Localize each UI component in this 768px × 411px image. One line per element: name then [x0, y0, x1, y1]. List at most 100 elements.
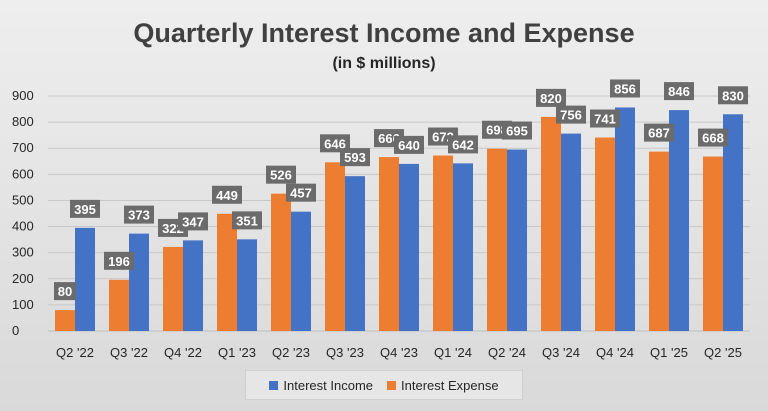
data-label-bg-interest-income: [232, 211, 262, 230]
bar-interest-income: [723, 114, 743, 332]
bar-interest-expense: [379, 157, 399, 331]
data-label-interest-income: 457: [290, 186, 312, 201]
y-tick-label: 500: [12, 192, 34, 207]
data-label-interest-expense: 687: [648, 126, 670, 141]
bar-interest-expense: [649, 151, 669, 331]
y-tick-label: 600: [12, 166, 34, 181]
legend-item-interest-expense: Interest Expense: [387, 378, 499, 393]
data-label-interest-expense: 646: [324, 136, 346, 151]
data-label-interest-expense: 668: [702, 131, 724, 146]
data-label-interest-expense: 449: [216, 188, 238, 203]
data-label-bg-interest-expense: [54, 282, 76, 301]
data-label-bg-interest-income: [610, 79, 640, 98]
data-label-interest-income: 642: [452, 137, 474, 152]
bar-interest-expense: [487, 148, 507, 331]
legend-item-interest-income: Interest Income: [269, 378, 373, 393]
data-label-interest-expense: 526: [270, 168, 292, 183]
data-label-interest-income: 830: [722, 88, 744, 103]
bar-interest-expense: [163, 246, 183, 331]
legend-label-interest-expense: Interest Expense: [401, 377, 499, 393]
bar-interest-income: [291, 211, 311, 331]
data-label-interest-income: 351: [236, 213, 258, 228]
legend: Interest Income Interest Expense: [245, 370, 523, 400]
x-tick-label: Q3 '24: [542, 345, 580, 360]
bar-interest-income: [507, 149, 527, 331]
data-label-bg-interest-income: [124, 205, 154, 224]
data-label-bg-interest-expense: [644, 123, 674, 142]
x-tick-label: Q1 '25: [650, 345, 688, 360]
bar-interest-expense: [217, 213, 237, 331]
bar-interest-expense: [595, 137, 615, 331]
data-label-bg-interest-income: [340, 148, 370, 167]
data-label-interest-expense: 741: [594, 112, 616, 127]
legend-swatch-interest-expense: [387, 380, 397, 390]
data-label-interest-income: 395: [74, 202, 96, 217]
x-tick-label: Q3 '23: [326, 345, 364, 360]
data-label-interest-expense: 80: [58, 284, 72, 299]
bar-interest-expense: [271, 193, 291, 331]
data-label-interest-expense: 820: [540, 91, 562, 106]
y-tick-label: 800: [12, 114, 34, 129]
data-label-bg-interest-expense: [266, 165, 296, 184]
data-label-bg-interest-income: [394, 135, 424, 154]
y-tick-label: 400: [12, 219, 34, 234]
x-tick-label: Q2 '25: [704, 345, 742, 360]
legend-swatch-interest-income: [269, 380, 279, 390]
x-tick-label: Q1 '24: [434, 345, 472, 360]
data-label-interest-expense: 196: [108, 254, 130, 269]
bar-interest-income: [129, 233, 149, 331]
data-label-bg-interest-expense: [212, 185, 242, 204]
data-label-interest-income: 593: [344, 150, 366, 165]
data-label-bg-interest-income: [502, 121, 532, 140]
x-tick-label: Q4 '23: [380, 345, 418, 360]
bar-interest-income: [399, 163, 419, 331]
bar-interest-expense: [703, 156, 723, 331]
data-label-bg-interest-expense: [536, 88, 566, 107]
data-label-interest-income: 347: [182, 214, 204, 229]
chart-title: Quarterly Interest Income and Expense: [133, 18, 635, 48]
y-tick-label: 700: [12, 140, 34, 155]
bar-interest-income: [669, 110, 689, 331]
x-tick-label: Q3 '22: [110, 345, 148, 360]
y-tick-label: 200: [12, 271, 34, 286]
data-label-interest-income: 756: [560, 108, 582, 123]
bar-interest-expense: [433, 155, 453, 331]
data-label-interest-income: 846: [668, 84, 690, 99]
y-tick-label: 900: [12, 88, 34, 103]
bar-interest-expense: [541, 116, 561, 331]
data-label-bg-interest-income: [448, 135, 478, 154]
x-tick-label: Q1 '23: [218, 345, 256, 360]
data-label-bg-interest-expense: [698, 128, 728, 147]
data-label-interest-income: 640: [398, 138, 420, 153]
chart-subtitle: (in $ millions): [332, 55, 436, 72]
data-label-interest-income: 856: [614, 81, 636, 96]
data-label-bg-interest-expense: [590, 109, 620, 128]
bar-interest-income: [615, 107, 635, 331]
data-label-bg-interest-income: [664, 82, 694, 101]
bar-interest-income: [561, 133, 581, 331]
data-label-bg-interest-income: [178, 212, 208, 231]
x-tick-label: Q2 '23: [272, 345, 310, 360]
data-label-bg-interest-income: [718, 86, 748, 105]
legend-label-interest-income: Interest Income: [283, 377, 374, 393]
data-label-interest-income: 695: [506, 124, 528, 139]
x-tick-label: Q4 '24: [596, 345, 634, 360]
data-label-bg-interest-income: [556, 105, 586, 124]
bar-interest-income: [183, 240, 203, 331]
y-tick-label: 0: [12, 323, 19, 338]
x-tick-label: Q2 '22: [56, 345, 94, 360]
bar-interest-income: [75, 227, 95, 331]
bar-interest-expense: [325, 162, 345, 331]
data-label-bg-interest-income: [70, 199, 100, 218]
data-label-bg-interest-income: [286, 183, 316, 202]
bar-interest-income: [237, 239, 257, 331]
x-tick-label: Q2 '24: [488, 345, 526, 360]
data-label-bg-interest-expense: [104, 251, 134, 270]
y-tick-label: 300: [12, 245, 34, 260]
bar-interest-income: [453, 163, 473, 331]
bar-interest-expense: [55, 310, 75, 331]
y-tick-label: 100: [12, 297, 34, 312]
data-label-bg-interest-expense: [320, 134, 350, 153]
